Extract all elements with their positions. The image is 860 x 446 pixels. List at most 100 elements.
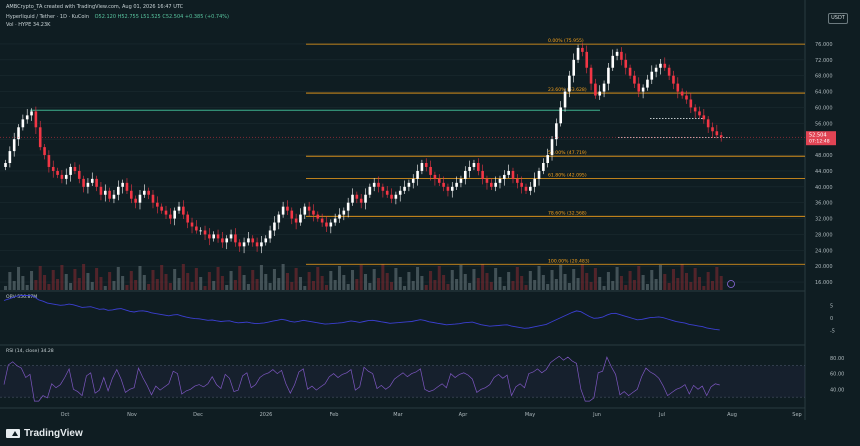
volume-bar — [498, 277, 502, 290]
volume-bar — [4, 286, 8, 290]
volume-bar — [377, 278, 381, 290]
rsi-band — [0, 365, 805, 398]
candle-body — [481, 170, 484, 179]
time-tick-label: Feb — [330, 412, 339, 418]
time-axis[interactable]: Oct Nov Dec 2026 Feb Mar Apr May Jun Jul Aug Sep — [61, 412, 802, 418]
volume-bar — [173, 269, 177, 290]
fib-label: 50.00% (47.719) — [548, 150, 587, 156]
candle-body — [316, 214, 320, 219]
candle-body — [680, 91, 684, 96]
volume-bar — [697, 277, 702, 290]
volume-bar — [337, 266, 342, 290]
candle-body — [641, 87, 645, 92]
candle-body — [520, 182, 523, 187]
last-price-tag — [806, 131, 836, 146]
volume-bar — [524, 285, 528, 290]
candle-body — [589, 67, 593, 84]
candle-body — [143, 190, 146, 195]
candle-body — [602, 83, 606, 92]
candle-body — [195, 226, 198, 231]
volume-bar — [585, 273, 589, 290]
volume-bar — [90, 282, 94, 290]
quote-currency-badge[interactable]: USDT — [828, 13, 848, 24]
volume-bar — [255, 279, 259, 290]
candle-body — [433, 174, 437, 179]
candle-body — [21, 119, 25, 128]
volume-bar — [290, 282, 294, 290]
candle-body — [156, 202, 159, 207]
candle-body — [112, 194, 116, 199]
volume-bar — [546, 284, 550, 290]
candle-body — [208, 234, 211, 239]
volume-bar — [177, 278, 181, 290]
candle-body — [455, 182, 458, 187]
volume-bar — [225, 285, 229, 290]
candle-body — [12, 139, 16, 152]
volume-bar — [463, 274, 467, 290]
obv-line — [3, 295, 720, 331]
price-candles — [0, 43, 805, 288]
price-tick-label: 16.000 — [815, 280, 833, 286]
candle-body — [516, 178, 519, 183]
candle-body — [550, 139, 554, 156]
candle-body — [60, 174, 64, 179]
volume-label: Vol · HYPE 34.23K — [6, 22, 51, 28]
volume-bar — [125, 285, 129, 290]
volume-bar — [615, 267, 619, 290]
volume-bar — [468, 283, 472, 290]
volume-bar — [385, 273, 389, 290]
volume-bar — [108, 272, 112, 290]
candle-body — [43, 147, 46, 156]
time-tick-label: 2026 — [260, 412, 273, 418]
candle-body — [51, 166, 55, 171]
volume-bar — [420, 276, 424, 290]
volume-bar — [654, 279, 658, 290]
candle-body — [650, 71, 654, 80]
fib-label: 61.80% (42.095) — [548, 172, 587, 178]
candle-body — [459, 178, 463, 183]
volume-bar — [537, 266, 541, 290]
price-axis[interactable]: 76.00072.00068.00064.00060.00056.00052.0… — [806, 42, 844, 393]
candle-body — [429, 166, 432, 175]
volume-bar — [693, 268, 697, 290]
volume-bar — [298, 277, 302, 290]
volume-bar — [164, 274, 168, 290]
candle-body — [56, 170, 59, 175]
volume-bar — [364, 274, 368, 290]
volume-bar — [676, 278, 680, 290]
volume-bar — [433, 280, 437, 290]
volume-bar — [51, 270, 55, 290]
candle-body — [529, 186, 532, 191]
volume-bar — [212, 281, 216, 290]
volume-bar — [82, 264, 86, 290]
candle-body — [663, 63, 667, 68]
time-tick-label: Nov — [127, 412, 137, 418]
candle-body — [212, 234, 216, 239]
volume-bar — [21, 276, 25, 290]
candle-body — [281, 206, 285, 215]
volume-bar — [403, 286, 407, 290]
candle-body — [312, 210, 315, 215]
volume-bar — [398, 277, 402, 290]
volume-bar — [181, 264, 185, 290]
symbol-line: Hyperliquid / Tether · 1D · KuCoin O52.1… — [6, 14, 229, 20]
candle-body — [303, 206, 307, 215]
volume-bar — [134, 280, 138, 290]
volume-bar — [550, 270, 554, 290]
candle-body — [698, 111, 701, 116]
price-tick-label: 20.000 — [815, 264, 833, 270]
volume-bar — [619, 276, 623, 290]
candle-body — [225, 238, 229, 243]
volume-bar — [69, 283, 73, 290]
candle-body — [69, 166, 72, 175]
candle-body — [351, 194, 354, 203]
volume-bar — [272, 269, 276, 290]
candle-body — [255, 242, 259, 247]
volume-bar — [316, 267, 320, 290]
candle-body — [247, 238, 250, 243]
price-tick-label: 56.000 — [815, 121, 833, 127]
candle-body — [711, 127, 714, 132]
candle-body — [368, 186, 372, 195]
candle-body — [719, 135, 723, 138]
